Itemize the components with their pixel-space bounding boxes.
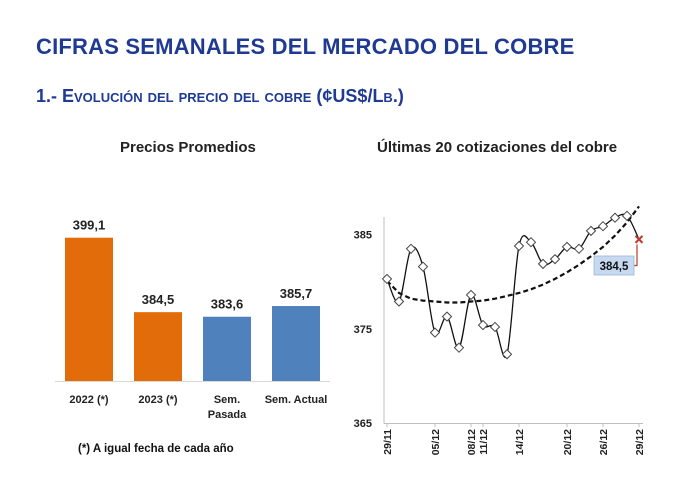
y-tick-label: 385 <box>354 230 372 242</box>
line-chart: 365 375 385 29/11 05/12 08/12 11/12 14/12 20/12 2… <box>354 205 646 455</box>
footnote: (*) A igual fecha de cada año <box>78 443 234 455</box>
data-point-marker <box>429 327 441 338</box>
x-tick-label: 05/12 <box>430 429 442 455</box>
data-point-marker <box>405 243 417 254</box>
bar-value-label: 383,6 <box>211 297 244 312</box>
x-tick-label: 11/12 <box>478 429 490 455</box>
data-point-marker <box>525 236 537 248</box>
data-point-marker <box>465 289 477 301</box>
data-point-marker <box>513 240 525 252</box>
bar <box>272 306 320 381</box>
bar-value-label: 385,7 <box>280 286 313 301</box>
x-tick-label: 08/12 <box>466 429 478 455</box>
x-tick-label: 20/12 <box>562 429 574 455</box>
bar <box>203 316 251 381</box>
bar <box>134 312 182 381</box>
x-tick-label: 29/12 <box>634 429 646 455</box>
data-point-marker <box>489 321 501 333</box>
bar-chart-title: Precios Promedios <box>120 139 256 156</box>
y-tick-label: 375 <box>354 324 372 336</box>
x-tick-label: 26/12 <box>598 429 610 455</box>
data-point-marker <box>417 261 429 272</box>
data-point-marker <box>621 210 633 222</box>
data-point-marker <box>477 319 489 331</box>
data-point-marker <box>441 311 453 322</box>
data-point-marker <box>597 220 609 232</box>
y-tick-label: 365 <box>354 418 372 430</box>
last-point-marker <box>634 235 644 244</box>
data-point-marker <box>453 342 465 353</box>
data-point-marker <box>381 273 393 285</box>
trend-line <box>386 205 640 304</box>
callout-box <box>593 255 635 276</box>
x-tick-label: 29/11 <box>382 429 394 455</box>
data-point-marker <box>609 212 621 223</box>
bar-value-label: 399,1 <box>73 218 106 233</box>
x-tick-label: 14/12 <box>514 429 526 455</box>
data-point-marker <box>501 349 513 360</box>
bar-category-label: 2023 (*) <box>138 394 177 406</box>
bar-category-label: Sem. <box>214 394 240 406</box>
bar <box>65 237 113 381</box>
bar-value-label: 384,5 <box>142 292 175 307</box>
line-chart-title: Últimas 20 cotizaciones del cobre <box>377 139 618 156</box>
data-point-marker <box>573 243 585 254</box>
callout-label: 384,5 <box>600 261 629 273</box>
bar-category-label: 2022 (*) <box>69 394 108 406</box>
bar-category-label: Sem. Actual <box>265 394 328 406</box>
data-point-marker <box>585 225 597 237</box>
data-point-marker <box>561 241 573 253</box>
price-series-line <box>386 213 640 358</box>
data-point-marker <box>537 258 549 270</box>
page-title: CIFRAS SEMANALES DEL MERCADO DEL COBRE <box>36 34 575 59</box>
bar-category-label: Pasada <box>208 409 247 421</box>
data-point-marker <box>393 296 405 307</box>
data-point-marker <box>549 253 561 265</box>
callout-leader <box>634 244 638 267</box>
section-subtitle: 1.- Evolución del precio del cobre (¢US$… <box>36 86 404 106</box>
bar-chart: 399,1 2022 (*) 384,5 2023 (*) 383,6 Sem. Pasad… <box>55 218 330 421</box>
